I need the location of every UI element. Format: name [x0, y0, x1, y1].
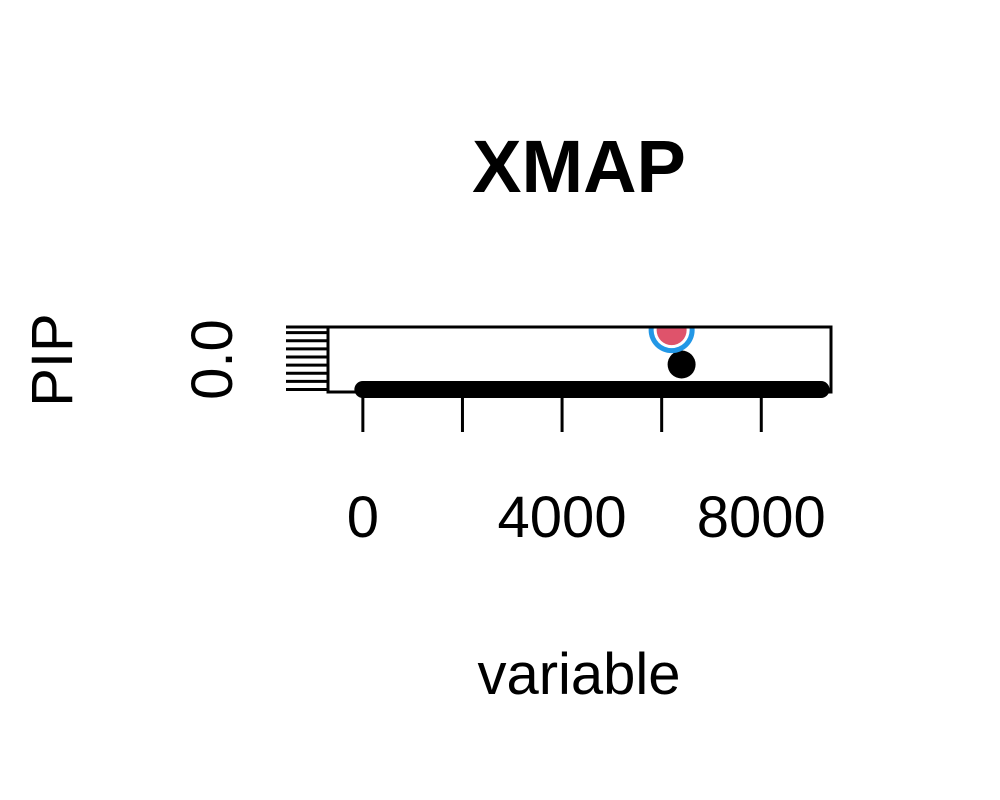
y-tick-label: 0.0	[180, 319, 245, 400]
highlight-group	[648, 327, 695, 354]
x-tick-label: 0	[347, 485, 379, 550]
x-tick-label: 4000	[498, 485, 627, 550]
x-tick-label: 8000	[697, 485, 826, 550]
y-axis-label: PIP	[20, 313, 85, 407]
plot-area	[354, 327, 830, 398]
highlight-point	[656, 327, 687, 346]
x-axis-label: variable	[477, 642, 680, 707]
x-axis: 0 4000 8000	[347, 392, 826, 550]
chart-title: XMAP	[472, 125, 686, 208]
data-point	[667, 350, 696, 379]
y-axis: 0.0	[180, 319, 328, 400]
plot-frame	[326, 325, 833, 394]
